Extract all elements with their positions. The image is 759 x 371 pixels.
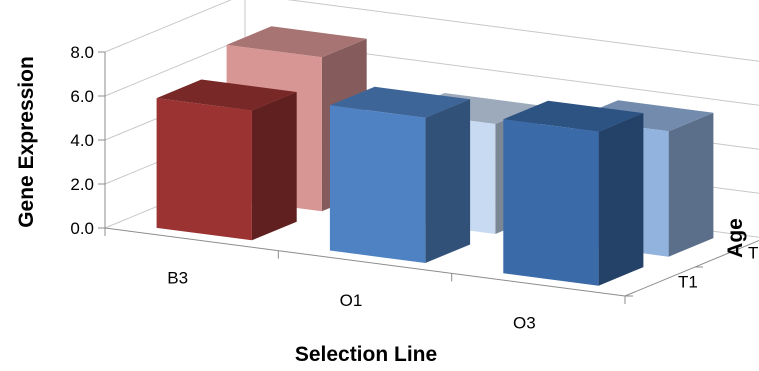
x-tick-label: O3 [513, 314, 536, 333]
bars-layer [156, 26, 714, 286]
bar-front [329, 105, 426, 263]
x-tick-labels: B3 O1 O3 [167, 268, 535, 332]
bar-top [226, 26, 367, 58]
y-axis-title: Gene Expression [15, 56, 38, 228]
x-tick-label: O1 [340, 291, 363, 310]
bar-side [668, 112, 714, 257]
bar-side [251, 92, 297, 241]
bar-side [598, 113, 644, 286]
depth-tick-label: T2 [748, 244, 759, 263]
y-tick-label: 8.0 [70, 43, 94, 62]
bar-front [156, 98, 252, 241]
y-tick-label: 4.0 [70, 131, 94, 150]
bar [156, 79, 297, 241]
y-tick-labels: 0.0 2.0 4.0 6.0 8.0 [70, 43, 94, 238]
y-tick-label: 2.0 [70, 175, 94, 194]
y-tick-label: 6.0 [70, 87, 94, 106]
x-tick-label: B3 [167, 268, 188, 287]
bar-side [425, 99, 471, 263]
x-axis-line [104, 227, 626, 297]
bar-front [503, 119, 599, 286]
z-axis-title: Age [724, 218, 747, 258]
x-axis-title: Selection Line [295, 343, 437, 366]
bar-top [156, 79, 297, 111]
bar [503, 100, 644, 286]
y-tick-label: 0.0 [70, 219, 94, 238]
gridline [104, 0, 759, 62]
axis-layer [98, 51, 759, 304]
z-tick-labels: T1 T2 [678, 244, 759, 292]
bar [329, 86, 471, 263]
bar-top [503, 100, 644, 132]
bar-top [329, 86, 471, 118]
depth-tick-label: T1 [678, 273, 698, 292]
